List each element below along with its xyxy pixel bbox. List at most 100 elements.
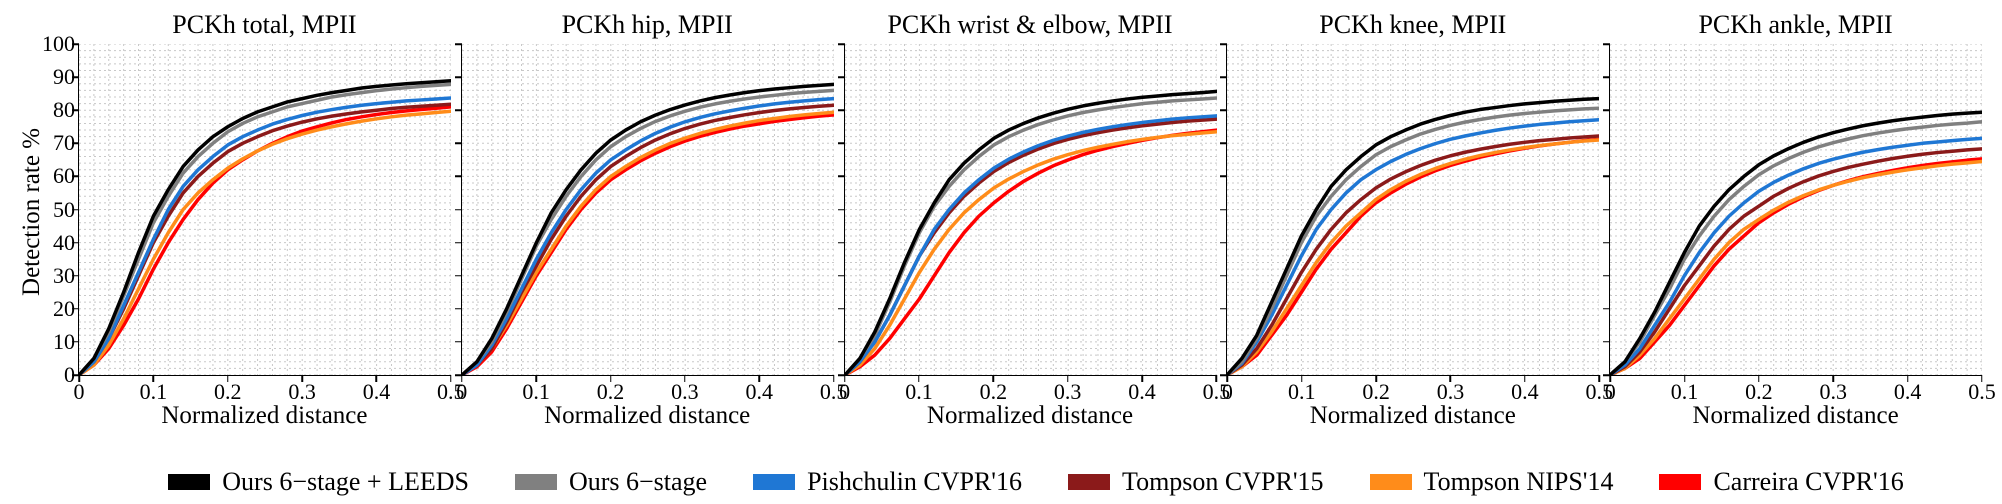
y-tick-label: 100 — [41, 31, 75, 57]
series-tompson15 — [845, 119, 1217, 375]
y-tick-mark — [1220, 242, 1227, 244]
y-tick-mark — [455, 374, 462, 376]
series-tompson15 — [79, 104, 451, 375]
plot-svg — [1610, 44, 1982, 375]
legend-item-carreira: Carreira CVPR'16 — [1659, 467, 1903, 497]
panel-title: PCKh knee, MPII — [1226, 10, 1599, 40]
y-tick-mark — [455, 275, 462, 277]
y-tick-mark — [838, 209, 845, 211]
y-tick-mark — [838, 76, 845, 78]
plot-area: 00.10.20.30.40.5 — [1226, 44, 1599, 376]
y-tick-mark — [838, 143, 845, 145]
y-tick-label: 60 — [41, 163, 75, 189]
x-axis-label: Normalized distance — [844, 402, 1217, 430]
legend-swatch — [1659, 474, 1701, 490]
plot-svg — [462, 44, 834, 375]
series-tompson14 — [1610, 162, 1982, 376]
series-carreira — [1227, 139, 1599, 375]
legend-swatch — [168, 474, 210, 490]
y-tick-mark — [1603, 43, 1610, 45]
y-tick-mark — [1220, 109, 1227, 111]
series-pishchulin — [1610, 138, 1982, 375]
y-tick-label: 0 — [41, 362, 75, 388]
x-axis-label: Normalized distance — [1226, 402, 1599, 430]
series-pishchulin — [845, 116, 1217, 375]
y-tick-mark — [838, 308, 845, 310]
y-tick-mark — [1603, 242, 1610, 244]
plot-area: 00.10.20.30.40.5 — [461, 44, 834, 376]
y-tick-mark — [1220, 143, 1227, 145]
legend-label: Ours 6−stage — [569, 467, 707, 497]
series-tompson14 — [1227, 140, 1599, 375]
y-tick-mark — [455, 176, 462, 178]
y-tick-mark — [455, 109, 462, 111]
series-ours_leeds — [845, 91, 1217, 375]
y-tick-label: 40 — [41, 230, 75, 256]
y-tick-mark — [455, 209, 462, 211]
legend-label: Carreira CVPR'16 — [1713, 467, 1903, 497]
series-tompson15 — [462, 105, 834, 375]
y-tick-mark — [1220, 275, 1227, 277]
panel-title: PCKh total, MPII — [78, 10, 451, 40]
legend-label: Tompson CVPR'15 — [1122, 467, 1324, 497]
y-tick-mark — [455, 308, 462, 310]
y-tick-mark — [1603, 308, 1610, 310]
y-tick-label: 30 — [41, 263, 75, 289]
y-tick-mark — [1220, 374, 1227, 376]
legend-label: Pishchulin CVPR'16 — [807, 467, 1022, 497]
y-tick-mark — [1220, 176, 1227, 178]
y-tick-label: 20 — [41, 296, 75, 322]
panel-2: PCKh wrist & elbow, MPII 00.10.20.30.40.5… — [844, 10, 1227, 430]
y-tick-mark — [1603, 176, 1610, 178]
y-tick-mark — [1603, 143, 1610, 145]
y-tick-label: 80 — [41, 97, 75, 123]
y-tick-mark — [455, 43, 462, 45]
legend-swatch — [515, 474, 557, 490]
panel-1: PCKh hip, MPII00.10.20.30.40.5Normalized… — [461, 10, 844, 430]
y-tick-mark — [1220, 341, 1227, 343]
y-tick-mark — [455, 76, 462, 78]
y-tick-mark — [1220, 308, 1227, 310]
panel-3: PCKh knee, MPII 00.10.20.30.40.5 Normalize… — [1226, 10, 1609, 430]
plot-svg — [1227, 44, 1599, 375]
series-ours_leeds — [79, 81, 451, 375]
series-ours — [462, 90, 834, 375]
legend-item-tompson15: Tompson CVPR'15 — [1068, 467, 1324, 497]
panel-4: PCKh ankle, MPII00.10.20.30.40.5Normaliz… — [1609, 10, 1992, 430]
series-carreira — [1610, 159, 1982, 375]
panel-0: PCKh total, MPII 00.10.20.30.40.501020304… — [78, 10, 461, 430]
y-tick-mark — [838, 275, 845, 277]
y-tick-mark — [838, 176, 845, 178]
y-tick-label: 70 — [41, 130, 75, 156]
plot-svg — [845, 44, 1217, 375]
series-tompson14 — [845, 132, 1217, 375]
y-tick-mark — [838, 109, 845, 111]
legend-item-pishchulin: Pishchulin CVPR'16 — [753, 467, 1022, 497]
panel-title: PCKh hip, MPII — [461, 10, 834, 40]
figure-root: { "figure": { "width_px": 2002, "height_… — [0, 0, 2002, 504]
y-tick-mark — [1220, 76, 1227, 78]
y-tick-mark — [455, 341, 462, 343]
plot-area: 00.10.20.30.40.5 — [1609, 44, 1982, 376]
y-tick-mark — [1220, 43, 1227, 45]
legend-item-tompson14: Tompson NIPS'14 — [1370, 467, 1614, 497]
series-ours — [1610, 122, 1982, 375]
series-pishchulin — [1227, 120, 1599, 375]
y-tick-mark — [1603, 109, 1610, 111]
legend-item-ours: Ours 6−stage — [515, 467, 707, 497]
plot-area: 00.10.20.30.40.5 — [844, 44, 1217, 376]
legend-label: Tompson NIPS'14 — [1424, 467, 1614, 497]
y-tick-label: 10 — [41, 329, 75, 355]
y-tick-mark — [1603, 76, 1610, 78]
y-tick-mark — [838, 43, 845, 45]
y-tick-mark — [1603, 374, 1610, 376]
legend-swatch — [1370, 474, 1412, 490]
x-axis-label: Normalized distance — [78, 402, 451, 430]
plot-area: 00.10.20.30.40.50102030405060708090100 — [78, 44, 451, 376]
y-tick-label: 90 — [41, 64, 75, 90]
panel-title: PCKh wrist & elbow, MPII — [844, 10, 1217, 40]
y-tick-mark — [1603, 341, 1610, 343]
y-tick-label: 50 — [41, 197, 75, 223]
y-tick-mark — [838, 341, 845, 343]
legend: Ours 6−stage + LEEDSOurs 6−stagePishchul… — [78, 466, 1994, 498]
